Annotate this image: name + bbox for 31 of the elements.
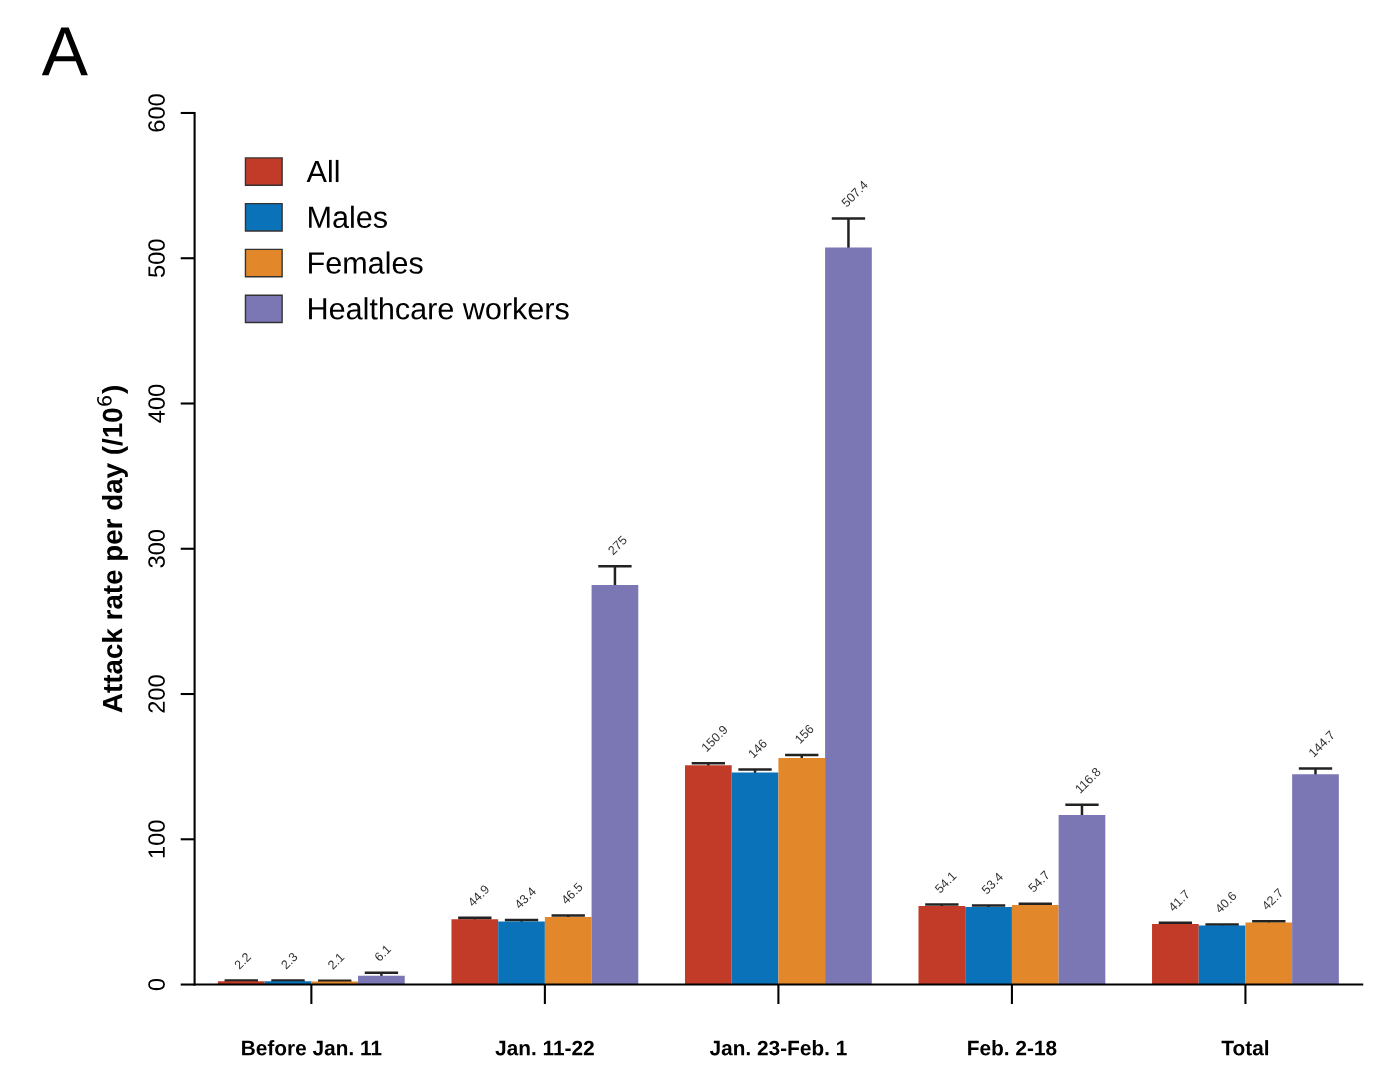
y-axis-title: Attack rate per day (/10$^{6}$)	[97, 386, 128, 713]
x-tick-label: Jan. 23-Feb. 1	[709, 1040, 847, 1056]
y-tick-label: 0	[148, 978, 165, 991]
y-tick-label: 400	[148, 384, 165, 423]
data-label: 42.7	[1260, 887, 1284, 911]
x-tick-label: Jan. 11-22	[495, 1040, 594, 1056]
data-label: 146	[747, 738, 768, 759]
data-label: 156	[794, 723, 815, 744]
legend-label: Healthcare workers	[309, 297, 569, 320]
data-label: 275	[607, 535, 628, 556]
legend-label: Females	[309, 251, 423, 274]
x-tick-label: Before Jan. 11	[242, 1040, 382, 1056]
x-tick-label: Total	[1221, 1040, 1269, 1056]
y-tick-label: 500	[148, 239, 165, 277]
data-label: 43.4	[513, 886, 537, 910]
data-label: 40.6	[1214, 890, 1238, 914]
data-label: 53.4	[980, 871, 1004, 895]
data-label: 44.9	[467, 884, 490, 908]
data-label: 54.1	[934, 871, 957, 894]
data-label: 6.1	[373, 944, 392, 962]
x-tick-label: Feb. 2-18	[968, 1040, 1057, 1056]
y-tick-label: 100	[148, 820, 165, 858]
data-label: 2.3	[280, 951, 299, 970]
y-tick-label: 300	[148, 529, 165, 568]
text: A	[41, 27, 88, 76]
legend-label: All	[306, 159, 339, 183]
y-tick-label: 600	[148, 94, 165, 132]
data-label: 2.2	[233, 952, 252, 970]
y-tick-label: 200	[148, 675, 165, 713]
legend-label: Males	[309, 205, 387, 229]
data-label: 2.1	[327, 952, 345, 970]
